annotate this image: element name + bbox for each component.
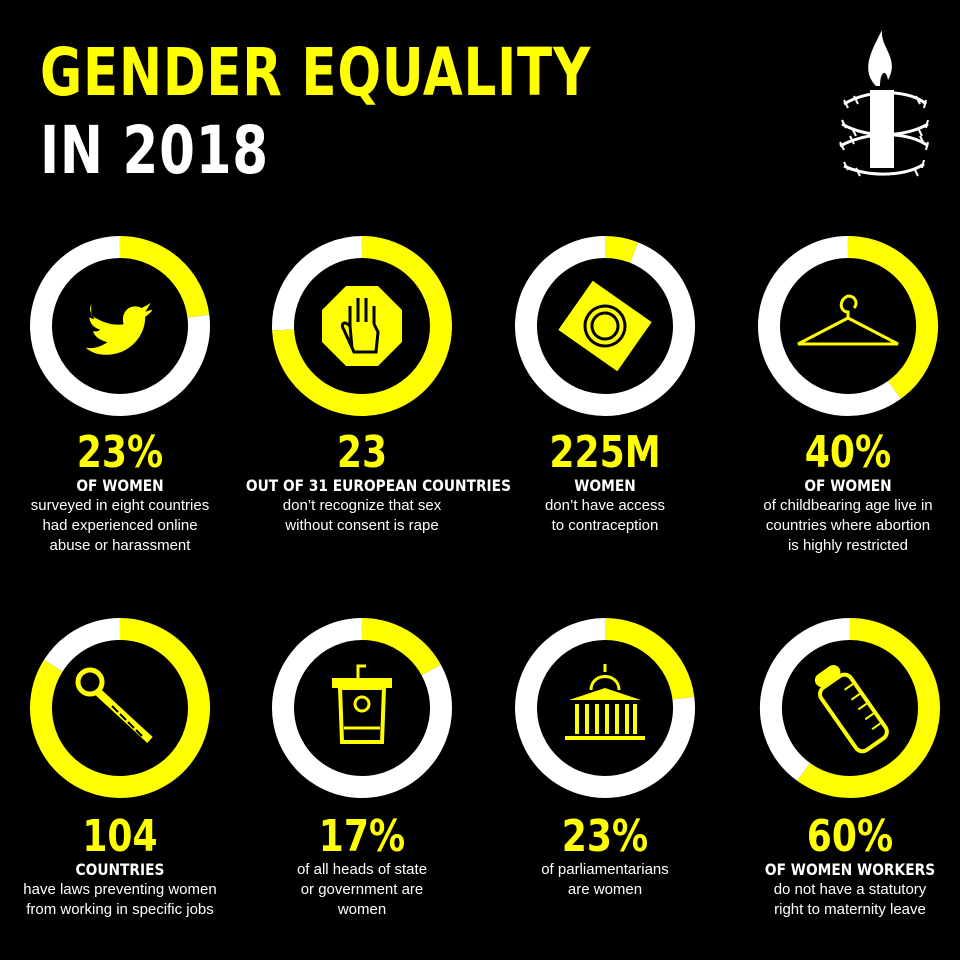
stat-number: 225M xyxy=(549,427,661,478)
stat-description-line: don’t have access xyxy=(544,497,666,514)
donut-slice-remainder xyxy=(515,618,695,798)
donut-chart-6 xyxy=(272,618,452,798)
stat-description-line: women xyxy=(337,901,387,918)
stat-number: 17% xyxy=(318,811,406,862)
donut-chart-5 xyxy=(30,618,210,798)
stat-number: 104 xyxy=(82,811,158,862)
donut-slice-remainder xyxy=(760,618,851,781)
stat-description-line: of all heads of state xyxy=(296,861,428,878)
stat-description-line: don’t recognize that sex xyxy=(282,497,442,514)
stat-description-line: of childbearing age live in xyxy=(763,497,933,514)
stat-description-line: is highly restricted xyxy=(787,537,909,554)
donut-slice-remainder xyxy=(515,236,695,416)
stat-description-line: countries where abortion xyxy=(765,517,931,534)
donut-slice-remainder xyxy=(30,236,210,416)
donut-slice-highlighted xyxy=(361,618,441,676)
donut-chart-2 xyxy=(272,236,452,416)
donut-slice-remainder xyxy=(272,236,363,331)
stat-description-line: do not have a statutory xyxy=(773,881,927,898)
stat-block-7: 23% of parliamentarians are women xyxy=(470,814,740,900)
stat-label: OF WOMEN xyxy=(804,476,892,495)
raised-hand-stop-icon xyxy=(322,286,402,366)
stat-description-line: have laws preventing women xyxy=(23,881,217,898)
stat-description-line: without consent is rape xyxy=(285,517,439,534)
stat-description-line: are women xyxy=(567,881,643,898)
podium-icon xyxy=(332,664,392,744)
donut-slice-highlighted xyxy=(604,618,695,700)
stat-block-1: 23% OF WOMEN surveyed in eight countries ha… xyxy=(0,430,255,556)
donut-slice-highlighted xyxy=(797,618,940,798)
coat-hanger-icon xyxy=(797,294,899,346)
stat-block-2: 23 OUT OF 31 EUROPEAN COUNTRIES don’t reco… xyxy=(227,427,511,536)
stat-description-line: from working in specific jobs xyxy=(26,901,214,918)
donut-chart-8 xyxy=(760,618,940,798)
baby-bottle-icon xyxy=(814,665,889,754)
stat-block-8: 60% OF WOMEN WORKERS do not have a statuto… xyxy=(715,814,960,920)
donut-slice-remainder xyxy=(272,618,452,798)
donut-chart-7 xyxy=(515,618,695,798)
twitter-bird-icon xyxy=(85,302,153,355)
stat-number: 23% xyxy=(561,811,649,862)
stat-label: OF WOMEN xyxy=(76,476,164,495)
donut-slice-highlighted xyxy=(272,236,452,416)
stat-number: 40% xyxy=(804,427,892,478)
condom-packet-icon xyxy=(558,280,652,372)
stat-description-line: of parliamentarians xyxy=(541,861,669,878)
stat-description-line: abuse or harassment xyxy=(49,537,191,554)
title-line-2: IN 2018 xyxy=(40,112,269,189)
title-line-1: GENDER EQUALITY xyxy=(40,34,592,111)
stat-number: 23 xyxy=(336,427,388,478)
stat-block-3: 225M WOMEN don’t have access to contracepti… xyxy=(470,430,740,536)
donut-slice-highlighted xyxy=(30,618,210,798)
stat-block-6: 17% of all heads of state or government ar… xyxy=(227,814,497,920)
wrench-icon xyxy=(75,667,153,743)
stat-label: COUNTRIES xyxy=(75,860,165,879)
donut-slice-highlighted xyxy=(119,236,210,318)
donut-chart-1 xyxy=(30,236,210,416)
donut-chart-4 xyxy=(758,236,938,416)
stat-number: 60% xyxy=(806,811,894,862)
stat-description-line: or government are xyxy=(300,881,424,898)
parliament-building-icon xyxy=(565,664,645,740)
stat-number: 23% xyxy=(76,427,164,478)
donut-slice-highlighted xyxy=(847,236,938,399)
stat-label: OF WOMEN WORKERS xyxy=(764,860,936,879)
stat-label: OUT OF 31 EUROPEAN COUNTRIES xyxy=(245,476,511,495)
stat-block-5: 104 COUNTRIES have laws preventing women fr… xyxy=(0,814,255,920)
donut-slice-remainder xyxy=(758,236,901,416)
donut-slice-highlighted xyxy=(604,236,639,263)
stat-description-line: surveyed in eight countries xyxy=(30,497,210,514)
donut-chart-3 xyxy=(515,236,695,416)
stat-block-4: 40% OF WOMEN of childbearing age live in co… xyxy=(713,430,960,556)
amnesty-candle-logo-icon xyxy=(839,30,929,177)
stat-description-line: right to maternity leave xyxy=(774,901,926,918)
stat-description-line: had experienced online xyxy=(42,517,198,534)
stat-description-line: to contraception xyxy=(551,517,659,534)
donut-slice-remainder xyxy=(44,618,121,672)
stat-label: WOMEN xyxy=(574,476,636,495)
